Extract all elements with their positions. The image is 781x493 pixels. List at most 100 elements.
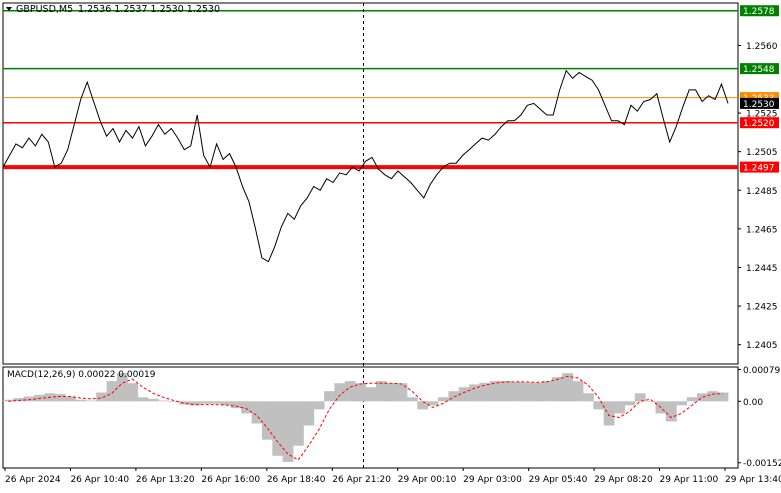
price-tick-label: 1.2505 xyxy=(746,148,778,158)
level-label-1.2497: 1.2497 xyxy=(743,164,775,174)
macd-bar xyxy=(96,392,107,402)
macd-bar xyxy=(614,401,625,414)
macd-bar xyxy=(406,397,418,402)
macd-bar xyxy=(272,401,284,456)
price-tick-label: 1.2405 xyxy=(746,341,778,351)
macd-bar xyxy=(85,400,97,402)
time-tick-label: 26 Apr 13:20 xyxy=(136,475,195,485)
price-tick-label: 1.2560 xyxy=(746,42,778,52)
macd-bar xyxy=(303,401,315,426)
macd-bar xyxy=(116,373,128,402)
macd-bar xyxy=(241,401,252,414)
macd-bar xyxy=(417,401,429,410)
time-tick-label: 26 Apr 18:40 xyxy=(267,475,326,485)
macd-plot-frame xyxy=(2,366,739,469)
macd-bar xyxy=(324,391,335,402)
macd-bar xyxy=(386,383,397,402)
macd-axis: 0.00079 0.00 -0.00152 xyxy=(738,366,781,469)
time-tick-label: 29 Apr 00:10 xyxy=(398,475,457,485)
macd-bar xyxy=(189,401,201,406)
macd-bar xyxy=(313,401,325,410)
price-tick-label: 1.2425 xyxy=(746,303,778,313)
macd-bar xyxy=(427,401,439,406)
time-tick-label: 26 Apr 2024 xyxy=(5,475,61,485)
macd-bar xyxy=(168,401,180,403)
macd-bar xyxy=(593,401,605,410)
chart-header: GBPUSD,M5 1.2536 1.2537 1.2530 1.2530 xyxy=(6,4,220,15)
macd-bar xyxy=(458,387,470,402)
level-label-box-1.2578 xyxy=(740,5,779,17)
ohlc-values: 1.2536 1.2537 1.2530 1.2530 xyxy=(78,4,220,15)
macd-tick-label: 0.00079 xyxy=(743,366,780,376)
macd-bar xyxy=(676,401,687,406)
time-tick-label: 29 Apr 13:40 xyxy=(725,475,781,485)
macd-tick-label: -0.00152 xyxy=(743,459,781,469)
macd-bar xyxy=(572,381,584,402)
macd-bar xyxy=(510,381,522,402)
macd-bar xyxy=(23,396,35,402)
macd-bar xyxy=(106,381,118,402)
macd-bar xyxy=(469,384,480,402)
macd-bar xyxy=(334,383,346,402)
macd-signal-line xyxy=(8,375,723,461)
macd-title: MACD(12,26,9) 0.00022 0.00019 xyxy=(7,370,156,380)
macd-bar xyxy=(148,398,159,402)
symbol-label: GBPUSD,M5 xyxy=(16,4,73,15)
price-line xyxy=(2,69,729,263)
time-tick-label: 26 Apr 21:20 xyxy=(332,475,391,485)
macd-bar xyxy=(3,399,14,402)
level-label-box-1.2533 xyxy=(740,92,779,104)
macd-bar xyxy=(448,391,460,402)
macd-bar xyxy=(531,382,542,402)
macd-tick-label: 0.00 xyxy=(743,398,763,408)
time-tick-label: 29 Apr 03:00 xyxy=(463,475,522,485)
price-tick-label: 1.2445 xyxy=(746,264,778,274)
macd-bar xyxy=(438,397,449,402)
macd-bar xyxy=(158,400,170,402)
level-label-1.2530: 1.2530 xyxy=(743,100,775,110)
macd-bar xyxy=(199,401,211,404)
macd-bar xyxy=(696,393,708,402)
macd-bar xyxy=(489,381,501,402)
macd-bar xyxy=(686,397,698,402)
macd-bar xyxy=(179,401,190,405)
macd-bar xyxy=(500,381,511,402)
price-axis: 1.2560 1.2525 1.2505 1.2485 1.2465 1.2445 1.24… xyxy=(738,42,778,351)
level-label-1.2578: 1.2578 xyxy=(743,7,775,17)
time-tick-label: 26 Apr 10:40 xyxy=(70,475,129,485)
price-tick-label: 1.2485 xyxy=(746,187,778,197)
level-label-1.2520: 1.2520 xyxy=(743,119,775,129)
level-label-1.2548: 1.2548 xyxy=(743,65,775,75)
macd-bar xyxy=(583,393,594,402)
macd-bar xyxy=(137,397,149,402)
horizontal-levels xyxy=(3,9,738,170)
level-label-box-1.2548 xyxy=(740,63,779,75)
dropdown-triangle-icon[interactable] xyxy=(6,7,12,11)
macd-bar xyxy=(603,401,615,426)
macd-bar xyxy=(665,401,677,422)
macd-bar xyxy=(624,401,636,406)
price-series xyxy=(2,69,729,263)
time-tick-label: 26 Apr 16:00 xyxy=(201,475,260,485)
macd-bar xyxy=(210,401,221,404)
macd-bar xyxy=(375,381,387,402)
level-label-box-1.2530 xyxy=(740,97,779,109)
macd-bar xyxy=(707,391,719,402)
level-label-box-1.2520 xyxy=(740,117,779,129)
time-axis: 26 Apr 2024 26 Apr 10:40 26 Apr 13:20 26 Ap… xyxy=(4,468,781,485)
macd-bar xyxy=(365,387,377,402)
macd-bar xyxy=(65,396,76,402)
macd-bar xyxy=(479,382,491,402)
macd-bar xyxy=(220,401,232,406)
macd-bar xyxy=(54,394,66,402)
price-tick-label: 1.2465 xyxy=(746,225,778,235)
macd-bar xyxy=(127,383,139,402)
macd-series xyxy=(3,373,729,462)
macd-bar xyxy=(344,381,356,402)
macd-bar xyxy=(355,383,366,402)
macd-bar xyxy=(261,401,273,440)
